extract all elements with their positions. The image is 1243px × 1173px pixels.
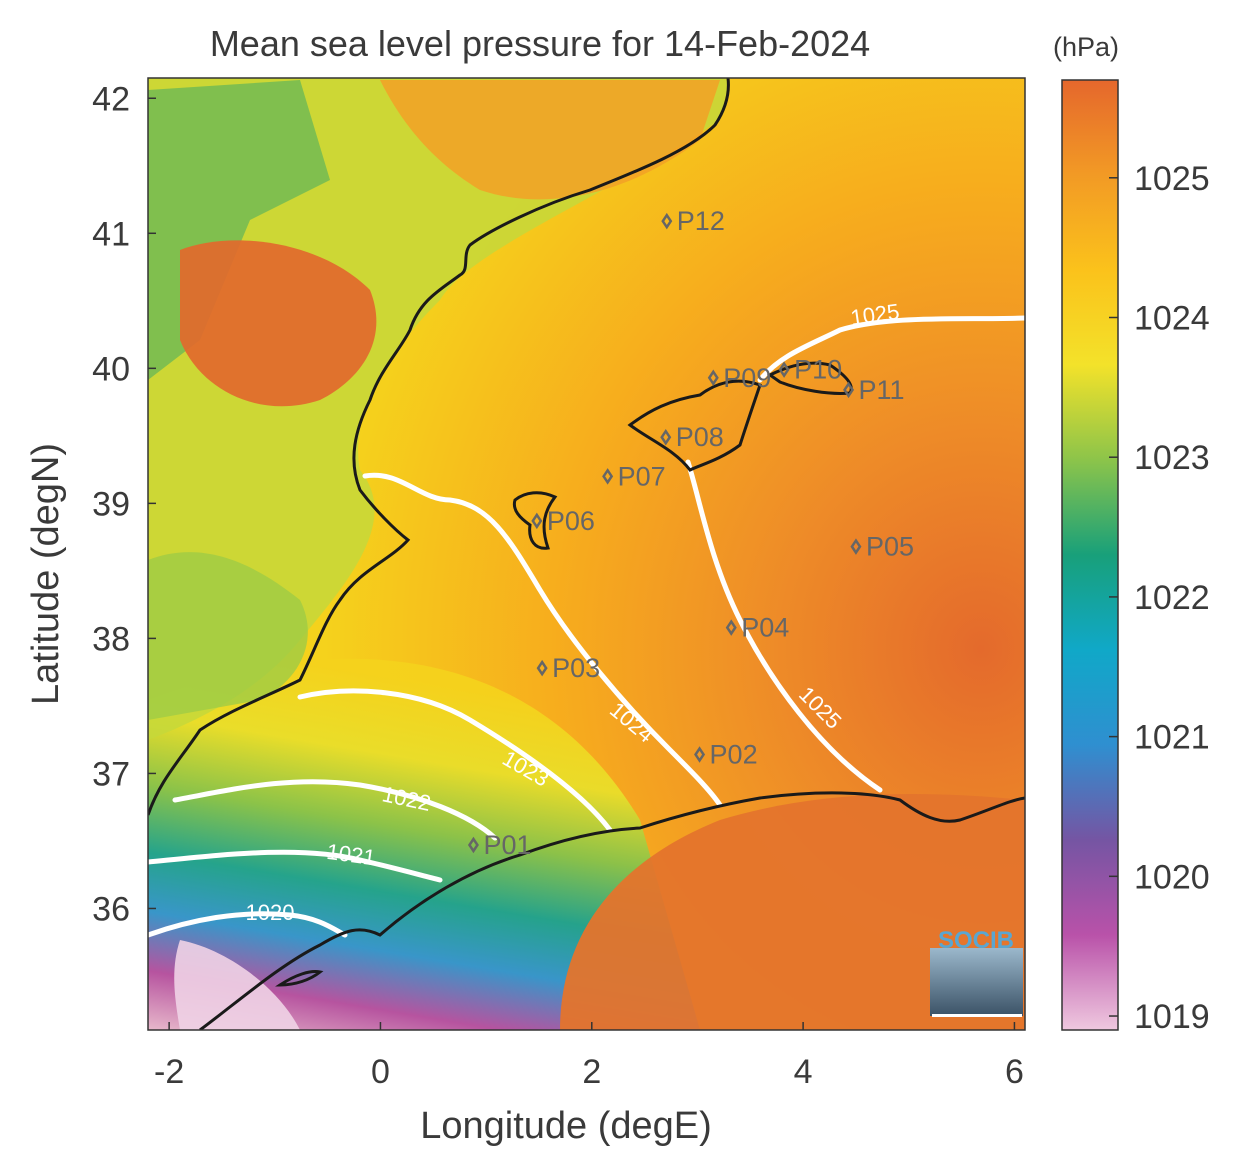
north-africa-land-pressure — [560, 794, 1025, 1030]
y-tick-label: 37 — [92, 755, 130, 793]
isobar-1025-north — [757, 315, 1025, 383]
x-tick-label: 0 — [371, 1053, 390, 1091]
station-markers: P01 P02 P03 P04 P05 P06 P07 P08 P09 P10 P11 P12 — [467, 206, 914, 860]
station-marker-p02 — [694, 746, 706, 763]
isobar-1020 — [148, 911, 348, 938]
iberia-land-pressure — [148, 78, 730, 740]
station-label-p03: P03 — [552, 653, 600, 683]
iberia-coastline — [148, 78, 730, 816]
north-africa-coastline — [199, 791, 1025, 1030]
station-marker-p12 — [661, 212, 673, 230]
station-marker-p09 — [707, 369, 719, 387]
socib-logo-box — [930, 948, 1023, 1016]
station-marker-p11 — [843, 381, 855, 399]
ibiza-coastline — [512, 491, 558, 550]
station-label-p08: P08 — [676, 422, 724, 452]
colorbar-tick-label: 1021 — [1134, 719, 1210, 757]
station-label-p09: P09 — [723, 363, 771, 393]
pressure-field: 1020 1021 1022 1023 1024 1025 1025 P01P0… — [148, 78, 1025, 1030]
station-label-p02: P02 — [710, 740, 758, 770]
station-marker-p07 — [602, 468, 614, 485]
isobar-1024 — [362, 472, 723, 808]
isobar-1023 — [297, 688, 613, 833]
contour-label-1020: 1020 — [246, 900, 295, 925]
socib-logo: SOCIB — [930, 927, 1023, 1017]
small-island-coastline — [275, 970, 324, 987]
colorbar-tick-label: 1019 — [1134, 998, 1210, 1036]
colorbar-tick-label: 1020 — [1134, 858, 1210, 896]
mallorca-coastline — [627, 379, 762, 472]
y-tick-label: 39 — [92, 485, 130, 523]
station-marker-p06 — [531, 512, 543, 530]
x-tick-label: 6 — [1005, 1053, 1024, 1091]
station-label-p10: P10 — [794, 355, 842, 385]
station-label-p12: P12 — [677, 206, 725, 236]
y-tick-label: 38 — [92, 620, 130, 658]
isobars — [148, 315, 1025, 938]
station-marker-p03 — [536, 659, 548, 677]
y-tick-label: 40 — [92, 350, 130, 388]
isobar-1022 — [172, 779, 498, 841]
colorbar-tick-label: 1022 — [1134, 579, 1210, 617]
colorbar-tick-label: 1023 — [1134, 439, 1210, 477]
colorbar — [1061, 79, 1119, 1031]
y-tick-label: 42 — [92, 80, 130, 118]
y-axis-ticks: 42 41 40 39 38 37 36 — [92, 80, 156, 928]
menorca-coastline — [767, 361, 853, 395]
station-marker-p10 — [778, 361, 790, 378]
low-pressure-south-region — [148, 658, 700, 1030]
isobar-1021 — [148, 849, 443, 883]
station-label-p11: P11 — [859, 375, 905, 405]
land-high-patch-central-iberia — [180, 240, 377, 407]
station-label-p05: P05 — [866, 532, 914, 562]
station-label-p04: P04 — [741, 613, 789, 643]
station-marker-p01 — [467, 836, 479, 854]
pressure-minimum-area — [174, 940, 300, 1030]
colorbar-tick-label: 1024 — [1134, 300, 1210, 338]
colorbar-ticks: 1025 1024 1023 1022 1021 1020 1019 — [1109, 160, 1210, 1036]
y-tick-label: 41 — [92, 215, 130, 253]
x-axis-ticks: -2 0 2 4 6 — [154, 1022, 1024, 1091]
socib-logo-text: SOCIB — [938, 927, 1014, 954]
x-tick-label: -2 — [154, 1053, 184, 1091]
station-label-p06: P06 — [547, 506, 595, 536]
socib-logo-underline — [932, 1014, 1022, 1017]
x-tick-label: 4 — [794, 1053, 813, 1091]
coastlines — [148, 78, 1025, 1030]
station-marker-p04 — [725, 619, 737, 636]
station-label-p01: P01 — [483, 830, 531, 860]
station-marker-p05 — [850, 538, 862, 555]
y-tick-label: 36 — [92, 890, 130, 928]
isobar-1025-south — [685, 459, 883, 793]
map-title: Mean sea level pressure for 14-Feb-2024 — [210, 23, 870, 64]
plot-frame — [147, 77, 1026, 1031]
station-marker-p08 — [660, 428, 672, 446]
y-axis-label: Latitude (degN) — [25, 443, 67, 705]
land-high-patch-north — [380, 80, 720, 200]
station-label-p07: P07 — [618, 461, 666, 491]
colorbar-tick-label: 1025 — [1134, 160, 1210, 198]
x-tick-label: 2 — [582, 1053, 601, 1091]
colorbar-units-label: (hPa) — [1053, 32, 1119, 62]
land-green-patch-south — [148, 552, 308, 720]
x-axis-label: Longitude (degE) — [420, 1105, 712, 1147]
